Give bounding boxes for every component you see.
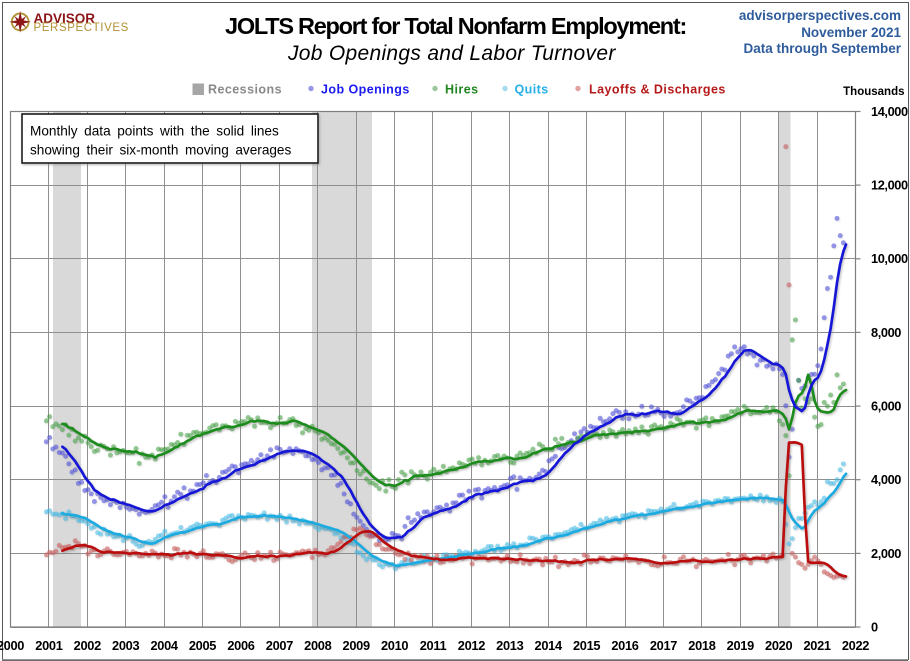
svg-text:2010: 2010 — [381, 638, 408, 653]
svg-text:2005: 2005 — [189, 638, 216, 653]
svg-text:2004: 2004 — [150, 638, 178, 653]
svg-text:Job Openings: Job Openings — [321, 83, 410, 97]
svg-text:2017: 2017 — [650, 638, 677, 653]
svg-text:Layoffs & Discharges: Layoffs & Discharges — [589, 83, 726, 97]
svg-text:2001: 2001 — [35, 638, 62, 653]
svg-text:2002: 2002 — [74, 638, 101, 653]
svg-text:Recessions: Recessions — [208, 83, 282, 97]
svg-text:Hires: Hires — [445, 83, 479, 97]
svg-text:2020: 2020 — [765, 638, 792, 653]
svg-text:6,000: 6,000 — [871, 399, 901, 414]
svg-text:2015: 2015 — [573, 638, 600, 653]
svg-text:Monthly data points with the s: Monthly data points with the solid lines — [30, 124, 279, 139]
svg-text:2013: 2013 — [496, 638, 523, 653]
svg-text:2011: 2011 — [420, 638, 447, 653]
svg-text:2003: 2003 — [112, 638, 139, 653]
svg-text:2000: 2000 — [0, 638, 24, 653]
svg-text:showing their six-month moving: showing their six-month moving averages — [30, 143, 291, 158]
svg-text:0: 0 — [871, 619, 878, 634]
svg-text:2008: 2008 — [304, 638, 331, 653]
svg-text:4,000: 4,000 — [871, 472, 901, 487]
svg-text:2021: 2021 — [803, 638, 830, 653]
svg-text:2018: 2018 — [688, 638, 715, 653]
svg-text:2019: 2019 — [727, 638, 754, 653]
svg-text:14,000: 14,000 — [871, 104, 908, 119]
svg-text:2016: 2016 — [611, 638, 638, 653]
svg-text:Quits: Quits — [515, 83, 549, 97]
svg-text:2007: 2007 — [266, 638, 293, 653]
svg-text:8,000: 8,000 — [871, 325, 901, 340]
svg-text:10,000: 10,000 — [871, 251, 908, 266]
svg-text:12,000: 12,000 — [871, 178, 908, 193]
svg-text:2006: 2006 — [227, 638, 254, 653]
svg-text:2,000: 2,000 — [871, 546, 901, 561]
svg-text:2022: 2022 — [842, 638, 869, 653]
svg-text:2014: 2014 — [535, 638, 563, 653]
svg-text:2009: 2009 — [343, 638, 370, 653]
svg-text:2012: 2012 — [458, 638, 485, 653]
svg-text:Thousands: Thousands — [843, 86, 904, 98]
